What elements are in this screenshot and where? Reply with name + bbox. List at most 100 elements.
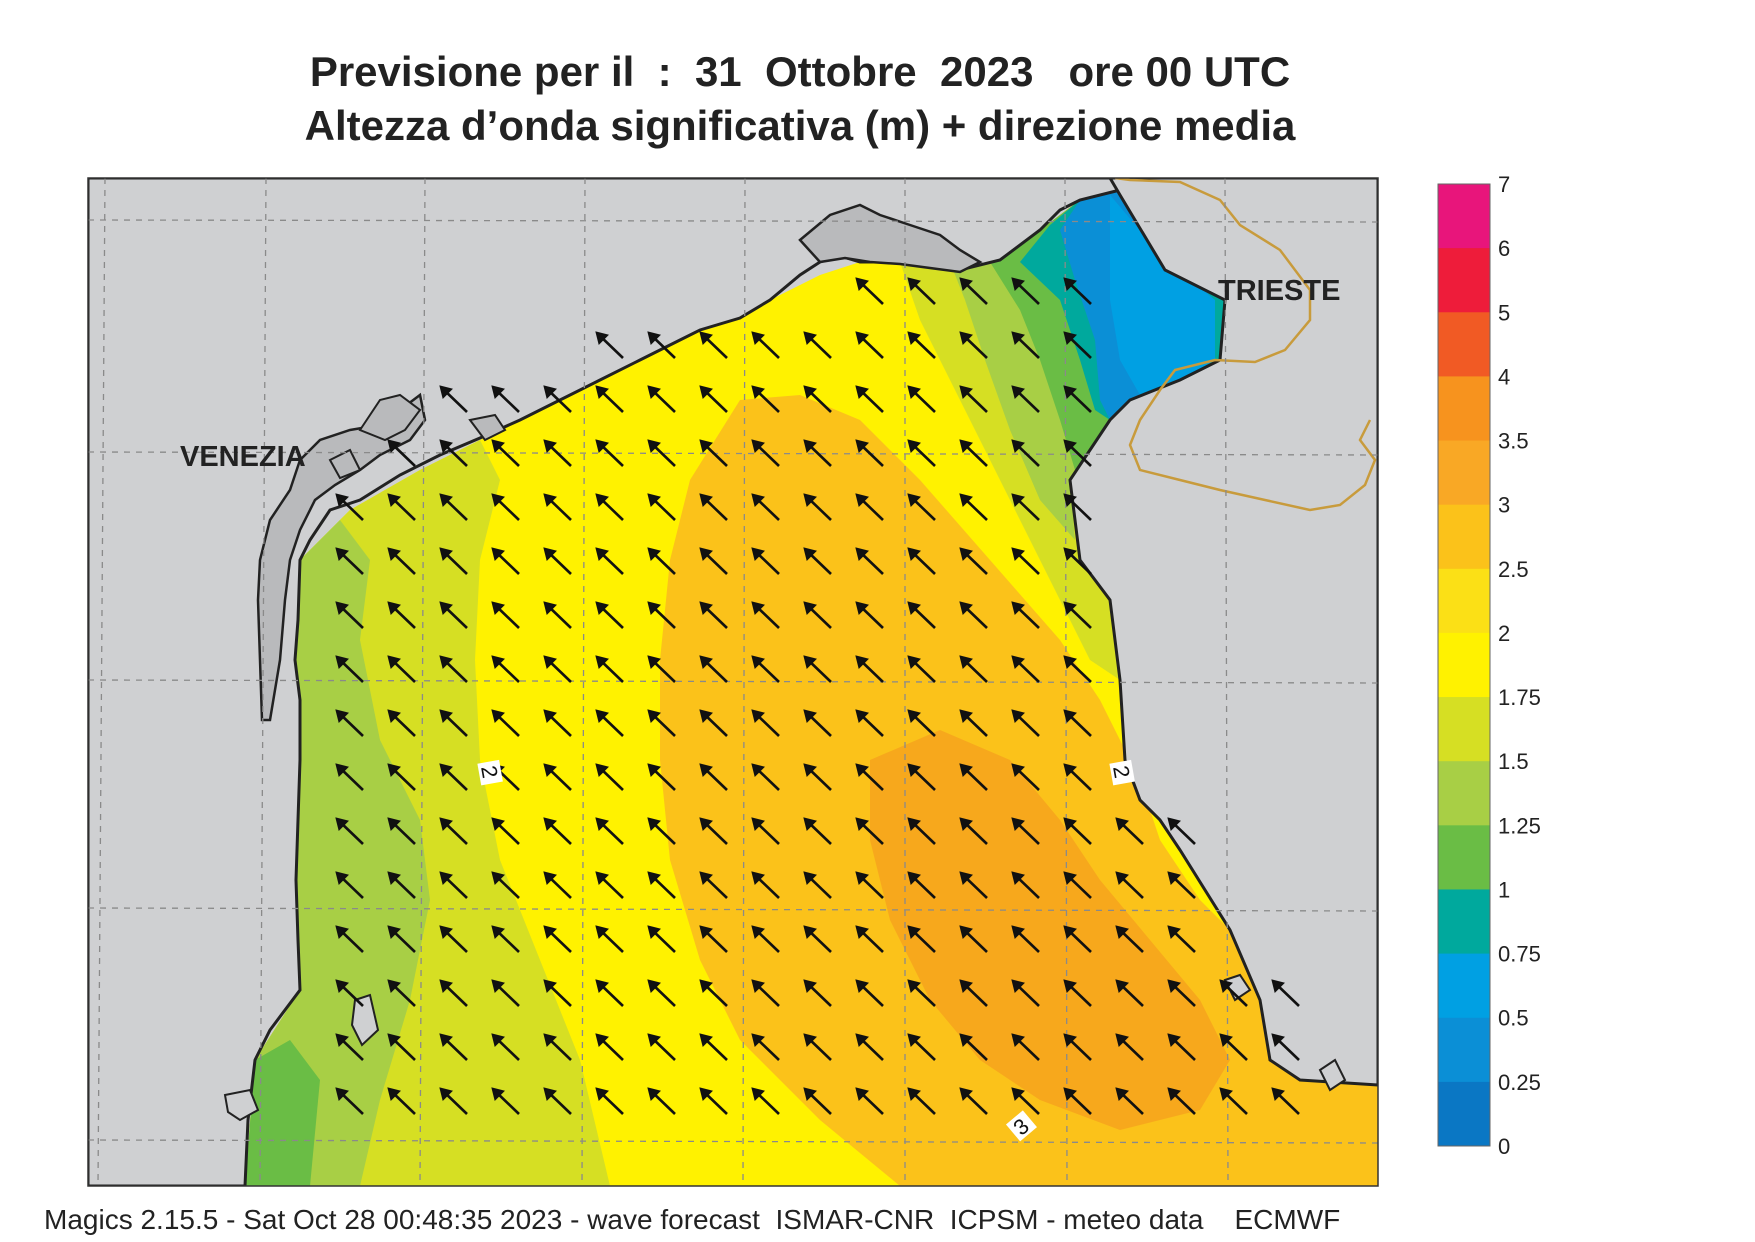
wave-arrow-head [751, 385, 765, 399]
wave-arrow-head [959, 385, 973, 399]
wave-arrow-head [335, 1033, 349, 1047]
wave-arrow-head [699, 817, 713, 831]
wave-arrow-head [1011, 817, 1025, 831]
wave-arrow-head [387, 709, 401, 723]
colorbar-swatch [1438, 1017, 1490, 1083]
wave-arrow-head [1115, 1033, 1129, 1047]
wave-arrow-head [439, 1033, 453, 1047]
wave-arrow-head [439, 925, 453, 939]
wave-arrow-head [751, 493, 765, 507]
title-line-1: Previsione per il : 31 Ottobre 2023 ore … [309, 48, 1291, 95]
wave-arrow-head [335, 763, 349, 777]
wave-arrow-head [543, 817, 557, 831]
wave-arrow-head [959, 277, 973, 291]
wave-arrow-head [491, 655, 505, 669]
wave-arrow-head [699, 925, 713, 939]
wave-arrow-head [595, 817, 609, 831]
wave-arrow-head [1219, 1087, 1233, 1101]
contour-label-west: 2 [476, 764, 503, 780]
wave-arrow-head [907, 979, 921, 993]
wave-arrow-head [803, 871, 817, 885]
wave-arrow-head [491, 979, 505, 993]
wave-arrow-head [699, 601, 713, 615]
wave-arrow-head [595, 547, 609, 561]
wave-arrow-head [491, 547, 505, 561]
wave-arrow-head [699, 547, 713, 561]
wave-arrow-head [1063, 709, 1077, 723]
wave-arrow-head [387, 979, 401, 993]
wave-arrow-head [855, 871, 869, 885]
wave-arrow-head [803, 385, 817, 399]
colorbar: 7 6 5 4 3.5 3 2.5 2 1.75 1.5 1.25 1 0.75 0.5 0.25 0 [1437, 172, 1541, 1159]
wave-arrow-head [855, 979, 869, 993]
wave-arrow-head [1011, 277, 1025, 291]
wave-arrow-head [751, 925, 765, 939]
wave-arrow-head [1011, 547, 1025, 561]
wave-arrow-head [1115, 979, 1129, 993]
wave-arrow-head [699, 1087, 713, 1101]
colorbar-tick-label: 7 [1498, 172, 1510, 197]
footer-credits: Magics 2.15.5 - Sat Oct 28 00:48:35 2023… [44, 1204, 1341, 1235]
wave-arrow-head [959, 655, 973, 669]
wave-arrow-head [595, 763, 609, 777]
colorbar-swatch [1438, 504, 1490, 570]
colorbar-swatch [1438, 312, 1490, 377]
colorbar-tick-label: 3 [1498, 493, 1510, 518]
wave-arrow-head [855, 925, 869, 939]
contour-labels: 2 2 3 [476, 759, 1135, 1142]
wave-arrow-head [751, 547, 765, 561]
colorbar-swatch [1438, 568, 1490, 634]
wave-arrow-head [1011, 1033, 1025, 1047]
wave-arrow-head [335, 817, 349, 831]
wave-arrow-head [699, 331, 713, 345]
wave-arrow-head [1011, 979, 1025, 993]
wave-arrow-head [439, 709, 453, 723]
wave-arrow-head [1115, 817, 1129, 831]
wave-arrow-head [595, 1033, 609, 1047]
wave-arrow-head [491, 493, 505, 507]
wave-arrow-head [959, 331, 973, 345]
wave-arrow-head [855, 817, 869, 831]
wave-arrow-head [699, 709, 713, 723]
wave-arrow-head [595, 871, 609, 885]
wave-arrow-head [1011, 709, 1025, 723]
wave-arrow-head [1063, 277, 1077, 291]
wave-arrow-head [907, 817, 921, 831]
wave-arrow-head [1115, 871, 1129, 885]
wave-arrow-head [335, 601, 349, 615]
wave-arrow-head [543, 547, 557, 561]
wave-arrow-head [751, 1033, 765, 1047]
wave-arrow-head [907, 871, 921, 885]
title-line-2: Altezza d’onda significativa (m) + direz… [304, 102, 1296, 149]
wave-zone-dark-orange [870, 730, 1230, 1130]
wave-arrow-head [855, 1087, 869, 1101]
wave-arrow-head [595, 709, 609, 723]
wave-arrow-head [855, 331, 869, 345]
wave-arrow-head [335, 655, 349, 669]
wave-arrow-head [699, 871, 713, 885]
wave-arrow-head [803, 601, 817, 615]
colorbar-swatch [1438, 889, 1490, 955]
wave-arrow-head [543, 763, 557, 777]
wave-arrow-head [1063, 763, 1077, 777]
wave-arrow-head [647, 601, 661, 615]
wave-arrow-head [595, 1087, 609, 1101]
wave-arrow-head [647, 1087, 661, 1101]
colorbar-tick-label: 0.75 [1498, 942, 1541, 967]
colorbar-swatch [1438, 184, 1490, 249]
wave-arrow-head [699, 385, 713, 399]
wave-arrow-head [907, 547, 921, 561]
wave-arrow-head [699, 655, 713, 669]
map-frame [87, 177, 1379, 1187]
wave-arrow-head [491, 1087, 505, 1101]
wave-arrow-head [855, 493, 869, 507]
wave-arrow-head [439, 547, 453, 561]
wave-arrow-head [699, 979, 713, 993]
wave-arrow-head [803, 925, 817, 939]
colorbar-swatch [1438, 376, 1490, 442]
wave-arrow-head [439, 601, 453, 615]
wave-arrow-head [959, 1087, 973, 1101]
wave-arrow-head [1063, 925, 1077, 939]
wave-arrow-head [335, 709, 349, 723]
